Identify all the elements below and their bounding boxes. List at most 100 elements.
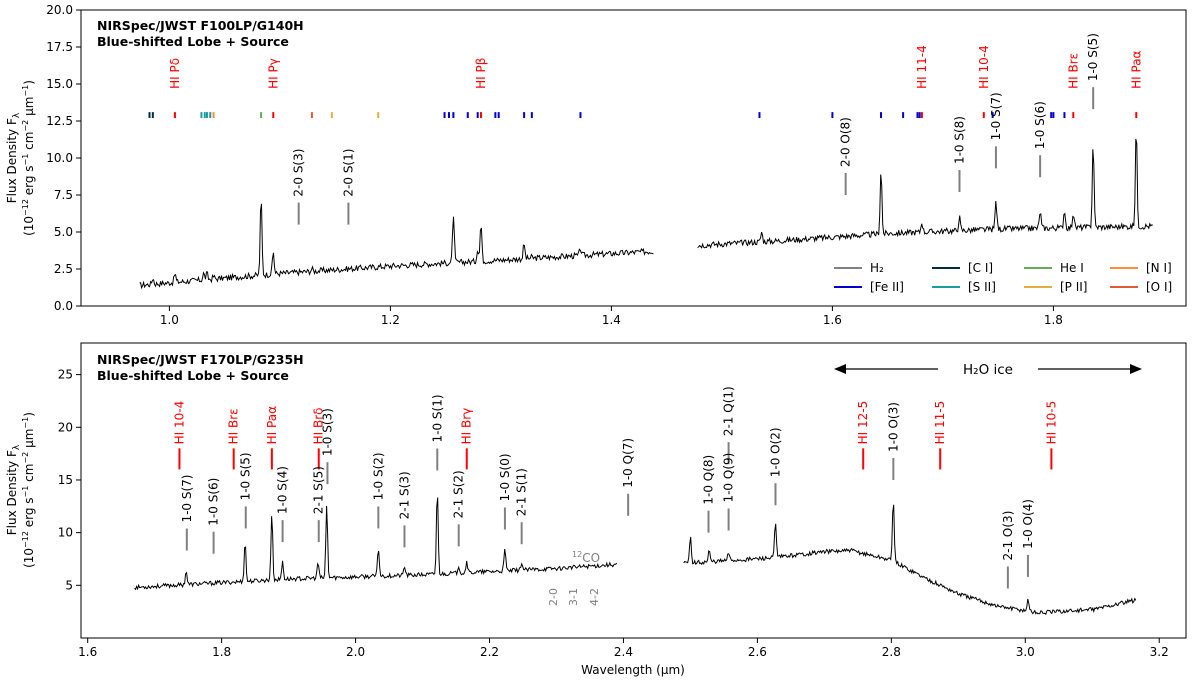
legend-label-hei: He I bbox=[1060, 261, 1084, 275]
y-tick-label: 20 bbox=[58, 420, 73, 434]
co-label: 12CO bbox=[572, 550, 600, 565]
y-tick-label: 2.5 bbox=[54, 262, 73, 276]
hi-label: HI 10-4 bbox=[977, 45, 991, 89]
panel-bottom-title-1: NIRSpec/JWST F170LP/G235H bbox=[97, 352, 304, 367]
hi-label: HI 11-4 bbox=[915, 45, 929, 89]
x-tick-label: 1.8 bbox=[1044, 313, 1063, 327]
x-tick-label: 1.2 bbox=[381, 313, 400, 327]
x-tick-label: 3.0 bbox=[1016, 645, 1035, 659]
h2-label: 1-0 S(6) bbox=[207, 478, 221, 526]
hi-label: HI Brγ bbox=[460, 408, 474, 445]
co-band-2-0: 2-0 bbox=[547, 588, 560, 606]
spectrum-line bbox=[134, 497, 618, 591]
h2-label: 1-0 S(6) bbox=[1033, 101, 1047, 149]
x-tick-label: 1.6 bbox=[78, 645, 97, 659]
svg-text:Flux Density Fλ: Flux Density Fλ bbox=[5, 112, 22, 203]
ice-annotation: H₂O ice bbox=[834, 362, 1142, 378]
h2-label: 2-1 S(2) bbox=[452, 470, 466, 518]
legend: H₂ [C I] He I [N I] [Fe II] [S II] [P II… bbox=[834, 261, 1172, 294]
hi-label: HI Pβ bbox=[474, 58, 488, 89]
ice-arrowhead-right bbox=[1130, 364, 1142, 374]
x-tick-label: 2.8 bbox=[882, 645, 901, 659]
y-tick-label: 10.0 bbox=[46, 151, 73, 165]
panel-top-plot: 1.0 1.2 1.4 1.6 1.8 0.0 2.5 5.0 7.5 10.0 12.5 15.0 1… bbox=[46, 3, 1153, 327]
legend-label-sii: [S II] bbox=[968, 280, 996, 294]
h2-label: 1-0 O(4) bbox=[1021, 499, 1035, 549]
spectrum-line bbox=[697, 138, 1153, 249]
x-tick-label: 1.4 bbox=[602, 313, 621, 327]
ice-arrowhead-left bbox=[834, 364, 846, 374]
h2-label: 2-0 S(1) bbox=[341, 149, 355, 197]
hi-label: HI 10-4 bbox=[172, 401, 186, 445]
hi-label: HI Brε bbox=[1066, 53, 1080, 89]
hi-label: HI Brε bbox=[227, 408, 241, 444]
co-annotation: 12CO 2-0 3-1 4-2 bbox=[547, 550, 601, 606]
hi-label: HI Pγ bbox=[266, 58, 280, 89]
x-tick-label: 2.2 bbox=[480, 645, 499, 659]
co-band-3-1: 3-1 bbox=[567, 588, 580, 606]
h2-label: 1-0 Q(9) bbox=[722, 453, 736, 503]
spectrum-line bbox=[139, 203, 654, 290]
y-tick-label: 17.5 bbox=[46, 40, 73, 54]
svg-text:(10−12 erg s−1 cm−2 μm−1): (10−12 erg s−1 cm−2 μm−1) bbox=[21, 80, 36, 236]
panel-bottom-plot: 1.6 1.8 2.0 2.2 2.4 2.6 2.8 3.0 3.2 5 10 15 20 25 HI 1… bbox=[58, 368, 1169, 659]
h2-label: 1-0 S(7) bbox=[989, 92, 1003, 140]
x-tick-label: 1.8 bbox=[212, 645, 231, 659]
h2-label: 1-0 S(5) bbox=[239, 452, 253, 500]
y-tick-label: 20.0 bbox=[46, 3, 73, 17]
legend-label-feii: [Fe II] bbox=[870, 280, 904, 294]
panel-top-title-2: Blue-shifted Lobe + Source bbox=[97, 34, 289, 49]
h2-label: 2-0 O(8) bbox=[839, 117, 853, 167]
h2-label: 2-1 O(3) bbox=[1001, 511, 1015, 561]
h2-label: 2-1 S(1) bbox=[515, 468, 529, 516]
legend-label-pii: [P II] bbox=[1060, 280, 1088, 294]
y-tick-label: 7.5 bbox=[54, 188, 73, 202]
svg-text:Flux Density Fλ: Flux Density Fλ bbox=[5, 444, 22, 535]
y-tick-label: 15.0 bbox=[46, 77, 73, 91]
y-tick-label: 5.0 bbox=[54, 225, 73, 239]
x-tick-label: 2.4 bbox=[614, 645, 633, 659]
svg-text:(10−12 erg s−1 cm−2 μm−1): (10−12 erg s−1 cm−2 μm−1) bbox=[21, 412, 36, 568]
ylabel-top: Flux Density Fλ (10−12 erg s−1 cm−2 μm−1… bbox=[5, 80, 36, 236]
hi-label: HI Paα bbox=[265, 406, 279, 444]
panel-top-title-1: NIRSpec/JWST F100LP/G140H bbox=[97, 18, 304, 33]
y-tick-label: 0.0 bbox=[54, 299, 73, 313]
panel-bottom-title-2: Blue-shifted Lobe + Source bbox=[97, 368, 289, 383]
legend-label-oi: [O I] bbox=[1146, 280, 1172, 294]
legend-label-ni: [N I] bbox=[1146, 261, 1172, 275]
h2-label: 1-0 S(0) bbox=[498, 453, 512, 501]
ice-label: H₂O ice bbox=[963, 362, 1013, 378]
y-tick-label: 15 bbox=[58, 473, 73, 487]
ylabel-bottom: Flux Density Fλ (10−12 erg s−1 cm−2 μm−1… bbox=[5, 412, 36, 568]
y-tick-label: 12.5 bbox=[46, 114, 73, 128]
h2-label: 1-0 S(5) bbox=[1086, 33, 1100, 81]
h2-label: 2-0 S(3) bbox=[292, 149, 306, 197]
x-tick-label: 1.6 bbox=[823, 313, 842, 327]
legend-label-h2: H₂ bbox=[870, 261, 884, 275]
hi-label: HI 10-5 bbox=[1044, 401, 1058, 445]
hi-label: HI Brδ bbox=[312, 407, 326, 444]
h2-label: 1-0 Q(8) bbox=[702, 455, 716, 505]
h2-label: 1-0 S(3) bbox=[320, 408, 334, 456]
h2-label: 1-0 O(3) bbox=[886, 402, 900, 452]
h2-label: 1-0 S(8) bbox=[952, 116, 966, 164]
xlabel: Wavelength (μm) bbox=[581, 663, 685, 677]
h2-label: 2-1 S(5) bbox=[312, 466, 326, 514]
y-tick-label: 10 bbox=[58, 526, 73, 540]
x-tick-label: 3.2 bbox=[1150, 645, 1169, 659]
y-tick-label: 25 bbox=[58, 368, 73, 382]
x-tick-label: 2.0 bbox=[346, 645, 365, 659]
h2-label: 1-0 S(2) bbox=[371, 452, 385, 500]
panel-top-frame bbox=[80, 9, 1187, 307]
h2-label: 1-0 S(7) bbox=[180, 475, 194, 523]
h2-label: 1-0 Q(7) bbox=[621, 438, 635, 488]
hi-label: HI 11-5 bbox=[933, 401, 947, 445]
h2-label: 1-0 O(2) bbox=[768, 427, 782, 477]
x-tick-label: 1.0 bbox=[160, 313, 179, 327]
hi-label: HI Pδ bbox=[168, 58, 182, 89]
h2-label: 2-1 Q(1) bbox=[722, 386, 736, 436]
spectrum-line bbox=[683, 504, 1137, 616]
hi-label: HI 12-5 bbox=[856, 401, 870, 445]
y-tick-label: 5 bbox=[65, 578, 73, 592]
